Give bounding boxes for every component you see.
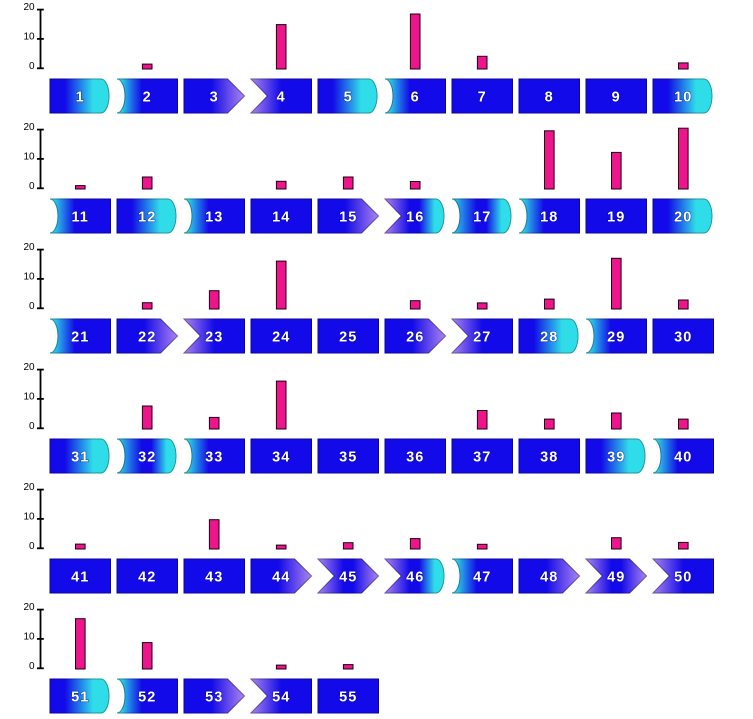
svg-text:48: 48: [540, 569, 558, 585]
svg-text:10: 10: [23, 391, 35, 402]
svg-text:1: 1: [76, 89, 85, 105]
svg-text:5: 5: [344, 89, 353, 105]
svg-text:13: 13: [205, 209, 223, 225]
svg-text:0: 0: [29, 181, 35, 192]
svg-text:55: 55: [339, 689, 357, 705]
svg-text:0: 0: [29, 301, 35, 312]
svg-text:31: 31: [71, 449, 89, 465]
svg-text:15: 15: [339, 209, 357, 225]
svg-text:10: 10: [23, 631, 35, 642]
svg-text:32: 32: [138, 449, 156, 465]
svg-text:10: 10: [674, 89, 692, 105]
svg-text:20: 20: [23, 242, 35, 253]
svg-text:20: 20: [23, 362, 35, 373]
svg-text:14: 14: [272, 209, 290, 225]
svg-text:25: 25: [339, 329, 357, 345]
svg-text:23: 23: [205, 329, 223, 345]
svg-text:41: 41: [71, 569, 89, 585]
svg-text:12: 12: [138, 209, 156, 225]
svg-text:4: 4: [277, 89, 286, 105]
svg-text:17: 17: [473, 209, 491, 225]
svg-text:46: 46: [406, 569, 424, 585]
svg-text:16: 16: [406, 209, 424, 225]
svg-text:24: 24: [272, 329, 290, 345]
svg-text:8: 8: [545, 89, 554, 105]
svg-text:52: 52: [138, 689, 156, 705]
svg-text:22: 22: [138, 329, 156, 345]
svg-text:28: 28: [540, 329, 558, 345]
svg-text:51: 51: [71, 689, 89, 705]
svg-text:26: 26: [406, 329, 424, 345]
svg-text:49: 49: [607, 569, 625, 585]
svg-text:3: 3: [210, 89, 219, 105]
svg-text:36: 36: [406, 449, 424, 465]
svg-text:9: 9: [612, 89, 621, 105]
svg-text:10: 10: [23, 511, 35, 522]
svg-text:20: 20: [674, 209, 692, 225]
svg-text:18: 18: [540, 209, 558, 225]
svg-text:10: 10: [23, 31, 35, 42]
svg-text:19: 19: [607, 209, 625, 225]
svg-text:29: 29: [607, 329, 625, 345]
svg-text:37: 37: [473, 449, 491, 465]
svg-text:0: 0: [29, 661, 35, 672]
svg-text:7: 7: [478, 89, 487, 105]
svg-text:0: 0: [29, 541, 35, 552]
svg-text:6: 6: [411, 89, 420, 105]
svg-text:54: 54: [272, 689, 290, 705]
svg-text:47: 47: [473, 569, 491, 585]
svg-text:45: 45: [339, 569, 357, 585]
svg-text:21: 21: [71, 329, 89, 345]
svg-text:10: 10: [23, 151, 35, 162]
svg-text:10: 10: [23, 271, 35, 282]
svg-text:44: 44: [272, 569, 290, 585]
svg-text:34: 34: [272, 449, 290, 465]
svg-text:43: 43: [205, 569, 223, 585]
svg-text:20: 20: [23, 122, 35, 133]
svg-text:53: 53: [205, 689, 223, 705]
svg-text:30: 30: [674, 329, 692, 345]
svg-text:35: 35: [339, 449, 357, 465]
svg-text:11: 11: [72, 209, 89, 225]
svg-text:20: 20: [23, 602, 35, 613]
svg-text:0: 0: [29, 61, 35, 72]
svg-text:0: 0: [29, 421, 35, 432]
svg-text:2: 2: [143, 89, 152, 105]
svg-text:42: 42: [138, 569, 156, 585]
svg-text:39: 39: [607, 449, 625, 465]
svg-text:40: 40: [674, 449, 692, 465]
svg-text:38: 38: [540, 449, 558, 465]
svg-text:20: 20: [23, 482, 35, 493]
svg-text:27: 27: [473, 329, 491, 345]
svg-text:20: 20: [23, 2, 35, 13]
svg-text:50: 50: [674, 569, 692, 585]
svg-text:33: 33: [205, 449, 223, 465]
